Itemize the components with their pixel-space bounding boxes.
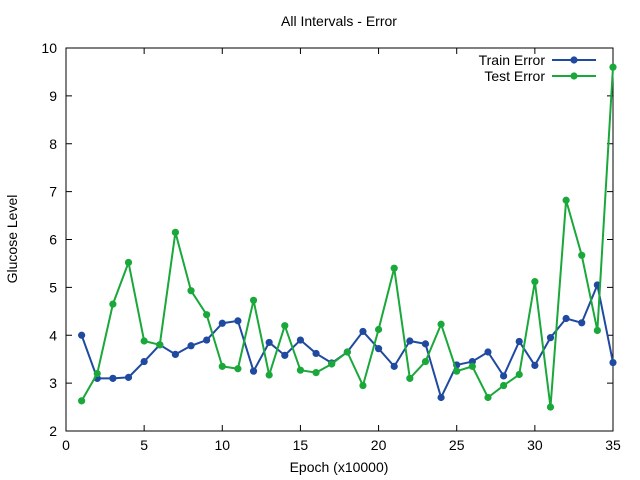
data-point [406, 337, 414, 345]
data-point [484, 348, 492, 356]
legend-swatch-marker [570, 72, 578, 80]
data-point [562, 196, 570, 204]
axis-ticks: 0 5 10 15 20 25 30 35 2 3 4 5 6 7 8 9 10 [41, 40, 621, 453]
y-tick-label: 3 [49, 375, 57, 391]
data-point [359, 381, 367, 390]
data-point [281, 322, 289, 330]
data-point [234, 365, 242, 373]
data-point [500, 372, 508, 380]
legend-label: Train Error [479, 52, 546, 68]
data-point [281, 351, 289, 359]
data-point [296, 336, 305, 344]
series-test-error [78, 63, 617, 411]
data-point [421, 340, 430, 348]
data-point [187, 287, 195, 295]
x-tick-label: 15 [293, 437, 309, 453]
data-point [312, 368, 320, 377]
data-point [78, 331, 86, 339]
data-point [343, 348, 351, 356]
data-point [531, 361, 539, 370]
data-point [578, 319, 586, 327]
data-point [124, 373, 133, 381]
data-point [390, 264, 398, 272]
data-point [218, 319, 226, 327]
series-layer [78, 63, 617, 411]
y-tick-label: 8 [49, 136, 57, 152]
data-point [609, 63, 617, 71]
data-point [109, 300, 117, 308]
x-axis-label: Epoch (x10000) [290, 459, 389, 475]
data-point [531, 278, 539, 286]
data-point [140, 337, 148, 345]
x-tick-label: 30 [527, 437, 543, 453]
data-point [374, 345, 383, 353]
y-tick-label: 2 [49, 423, 57, 439]
data-point [249, 296, 258, 304]
x-tick-label: 25 [449, 437, 465, 453]
series-train-error [78, 281, 617, 402]
data-point [187, 342, 195, 350]
x-tick-label: 35 [605, 437, 621, 453]
data-point [265, 338, 273, 347]
data-point [218, 362, 226, 370]
x-tick-label: 20 [371, 437, 387, 453]
data-point [93, 369, 101, 378]
data-point [171, 228, 179, 236]
data-point [468, 362, 476, 370]
data-point [562, 314, 570, 323]
data-point [156, 341, 164, 349]
series-line [80, 67, 614, 409]
data-point [140, 357, 148, 366]
data-point [546, 403, 555, 411]
y-tick-label: 7 [49, 184, 57, 200]
data-point [203, 311, 211, 319]
data-point [234, 317, 242, 325]
y-tick-label: 4 [49, 327, 57, 343]
y-tick-label: 10 [41, 40, 57, 56]
data-point [406, 374, 414, 382]
data-point [109, 374, 117, 382]
data-point [359, 327, 367, 336]
data-point [593, 326, 601, 335]
x-tick-label: 0 [62, 437, 70, 453]
legend-swatch-marker [570, 56, 578, 64]
data-point [421, 357, 430, 366]
x-tick-label: 5 [140, 437, 148, 453]
data-point [171, 350, 179, 358]
data-point [296, 366, 305, 374]
y-tick-label: 9 [49, 88, 57, 104]
data-point [328, 360, 336, 368]
data-point [515, 370, 523, 379]
data-point [453, 367, 461, 375]
data-point [390, 362, 398, 370]
data-point [374, 325, 383, 334]
plot-frame [65, 47, 614, 432]
data-point [515, 337, 523, 346]
data-point [609, 358, 617, 367]
y-tick-label: 6 [49, 232, 57, 248]
data-point [437, 320, 445, 328]
y-axis-label: Glucose Level [4, 195, 20, 284]
y-tick-label: 5 [49, 279, 57, 295]
data-point [265, 371, 273, 379]
data-point [546, 334, 555, 342]
data-point [249, 367, 258, 375]
x-tick-label: 10 [214, 437, 230, 453]
legend-label: Test Error [484, 68, 545, 84]
data-point [124, 258, 133, 267]
chart-title: All Intervals - Error [281, 13, 397, 29]
series-line [80, 283, 614, 399]
data-point [484, 393, 492, 402]
data-point [312, 349, 320, 358]
data-point [500, 381, 508, 390]
data-point [203, 336, 211, 344]
data-point [78, 397, 86, 405]
data-point [437, 393, 445, 402]
data-point [578, 251, 586, 259]
